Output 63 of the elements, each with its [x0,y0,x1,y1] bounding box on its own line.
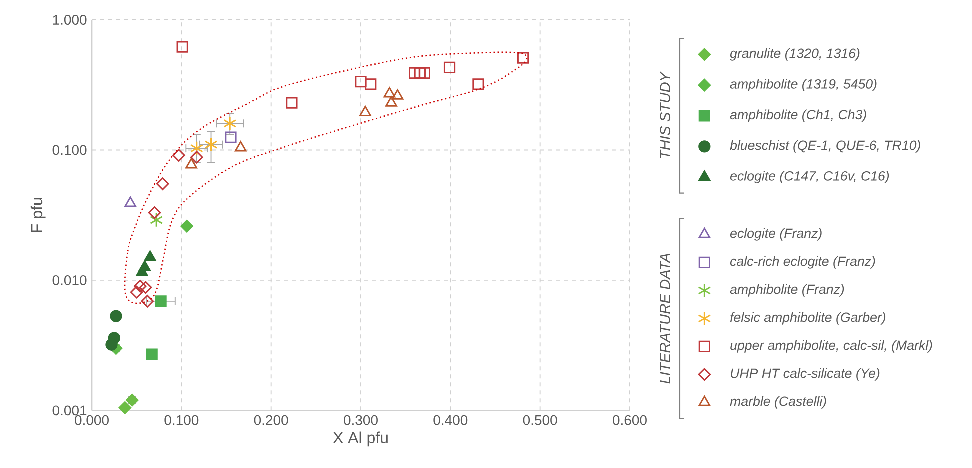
point [141,295,154,308]
legend-label: eclogite (C147, C16v, C16) [730,171,890,184]
legend-label: felsic amphibolite (Garber) [730,312,886,325]
point [130,286,144,299]
point [190,141,204,156]
point [124,196,136,208]
legend-label: amphibolite (Franz) [730,284,844,297]
point [186,158,198,169]
x-tick-label: 0.400 [434,415,468,426]
legend-label: UHP HT calc-silicate (Ye) [731,368,880,381]
text: THIS STUDY [660,72,671,158]
point [110,310,122,322]
point [472,78,484,90]
x-tick-label: 0.200 [254,415,288,426]
point [444,62,456,74]
x-tick-label: 0.000 [75,415,109,426]
y-tick-label: 0.001 [52,406,87,416]
y-tick-label: 0.100 [52,145,87,156]
point [386,96,398,107]
legend-label: amphibolite (Ch1, Ch3) [730,110,866,122]
point [392,89,404,100]
legend-label: marble (Castelli) [730,396,826,409]
legend-label: granulite (1320, 1316) [730,48,860,61]
point [106,338,118,351]
x-axis-title: X Al pfu [333,432,388,447]
x-tick-label: 0.500 [523,415,558,426]
legend-label: upper amphibolite, calc-sil, (Markl) [730,340,932,353]
point [156,178,170,190]
point [190,151,204,164]
point [225,132,237,144]
point [126,394,139,407]
point [365,78,377,90]
point [360,106,372,116]
point [355,76,367,88]
point [146,348,158,360]
x-tick-label: 0.100 [164,415,199,426]
y-axis-title: F pfu [30,198,46,232]
point [144,250,156,262]
point [517,52,530,64]
y-tick-label: 1.000 [53,15,87,25]
legend-label: amphibolite (1319, 5450) [730,79,877,92]
legend-label: eclogite (Franz) [730,228,822,241]
point [172,149,186,162]
y-tick-label: 0.010 [52,275,87,286]
point [136,266,148,276]
point [180,220,194,233]
point [118,402,132,414]
point [286,97,298,109]
point [234,141,247,152]
point [148,206,162,220]
point [204,137,218,152]
point [139,281,152,294]
x-tick-label: 0.600 [613,415,647,426]
text: LITERATURE DATA [660,254,670,384]
x-tick-label: 0.300 [344,415,378,426]
point [134,280,147,293]
point [384,87,396,98]
legend-label: calc-rich eclogite (Franz) [730,256,876,269]
point [224,116,237,132]
point [176,41,188,53]
point [155,296,167,308]
point [150,212,164,228]
legend-label: blueschist (QE-1, QUE-6, TR10) [730,140,920,153]
